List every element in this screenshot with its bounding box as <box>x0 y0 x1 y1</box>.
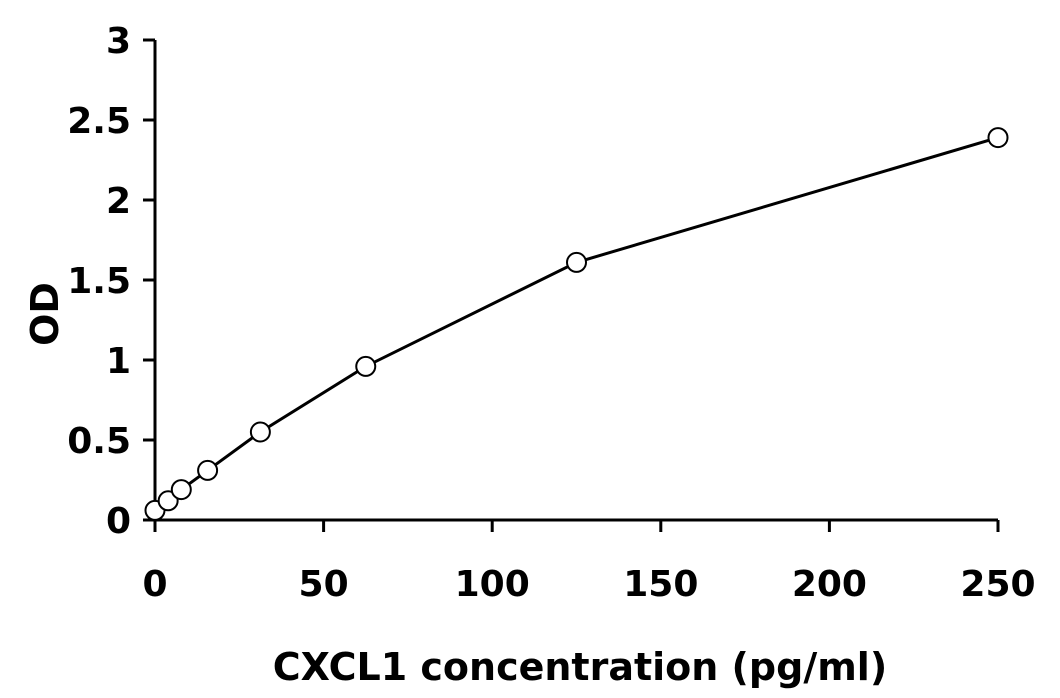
data-point <box>566 251 587 273</box>
series-line <box>154 136 999 512</box>
y-tick-label: 1 <box>106 341 131 382</box>
x-tick-label: 0 <box>142 564 167 605</box>
x-tick-label: 100 <box>455 564 530 605</box>
x-tick-label: 150 <box>623 564 698 605</box>
data-point <box>987 127 1009 149</box>
y-tick-label: 0 <box>106 501 131 542</box>
data-point <box>170 479 192 501</box>
y-axis-title: OD <box>23 282 67 346</box>
x-tick-label: 50 <box>299 564 349 605</box>
y-tick-label: 3 <box>106 21 131 62</box>
x-axis-title: CXCL1 concentration (pg/ml) <box>273 645 887 689</box>
y-tick-label: 1.5 <box>67 261 131 302</box>
x-tick-label: 250 <box>960 564 1035 605</box>
y-ticks: 0 0.5 1 1.5 2 2.5 3 <box>67 21 155 542</box>
data-point <box>249 421 271 443</box>
x-ticks: 0 50 100 150 200 250 <box>142 520 1036 605</box>
x-tick-label: 200 <box>792 564 867 605</box>
y-tick-label: 2 <box>106 181 131 222</box>
y-tick-label: 2.5 <box>67 101 131 142</box>
data-point <box>197 459 219 481</box>
axes <box>153 40 998 522</box>
series <box>144 127 1009 521</box>
data-point <box>157 490 179 512</box>
data-point <box>355 355 377 377</box>
y-tick-label: 0.5 <box>67 421 131 462</box>
